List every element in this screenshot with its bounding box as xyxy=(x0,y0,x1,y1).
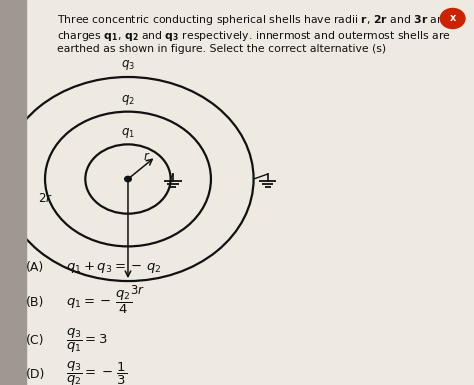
Text: $3r$: $3r$ xyxy=(130,284,145,297)
Circle shape xyxy=(440,8,465,28)
Text: (C): (C) xyxy=(26,334,45,347)
Circle shape xyxy=(125,176,131,182)
Text: x: x xyxy=(449,13,456,23)
Bar xyxy=(0,0,26,385)
Text: $\dfrac{q_3}{q_2} = -\,\dfrac{1}{3}$: $\dfrac{q_3}{q_2} = -\,\dfrac{1}{3}$ xyxy=(66,360,128,385)
Text: $q_2$: $q_2$ xyxy=(121,93,135,107)
Text: $2r$: $2r$ xyxy=(38,192,54,206)
Text: (B): (B) xyxy=(26,296,45,309)
Text: earthed as shown in figure. Select the correct alternative (s): earthed as shown in figure. Select the c… xyxy=(57,44,386,54)
Text: $q_1$: $q_1$ xyxy=(121,126,135,140)
Text: $r$: $r$ xyxy=(143,150,151,163)
Text: Three concentric conducting spherical shells have radii $\bf{r}$, $\bf{2r}$ and : Three concentric conducting spherical sh… xyxy=(57,13,451,27)
Text: $q_1 + q_3 = -\,q_2$: $q_1 + q_3 = -\,q_2$ xyxy=(66,260,162,275)
Text: $q_3$: $q_3$ xyxy=(121,59,135,72)
Text: charges $\bf{q_1}$, $\bf{q_2}$ and $\bf{q_3}$ respectively. innermost and outerm: charges $\bf{q_1}$, $\bf{q_2}$ and $\bf{… xyxy=(57,29,451,43)
Text: $\dfrac{q_3}{q_1} = 3$: $\dfrac{q_3}{q_1} = 3$ xyxy=(66,326,109,355)
Text: (A): (A) xyxy=(26,261,45,274)
Text: $q_1 = -\,\dfrac{q_2}{4}$: $q_1 = -\,\dfrac{q_2}{4}$ xyxy=(66,289,132,316)
Text: (D): (D) xyxy=(26,368,46,381)
